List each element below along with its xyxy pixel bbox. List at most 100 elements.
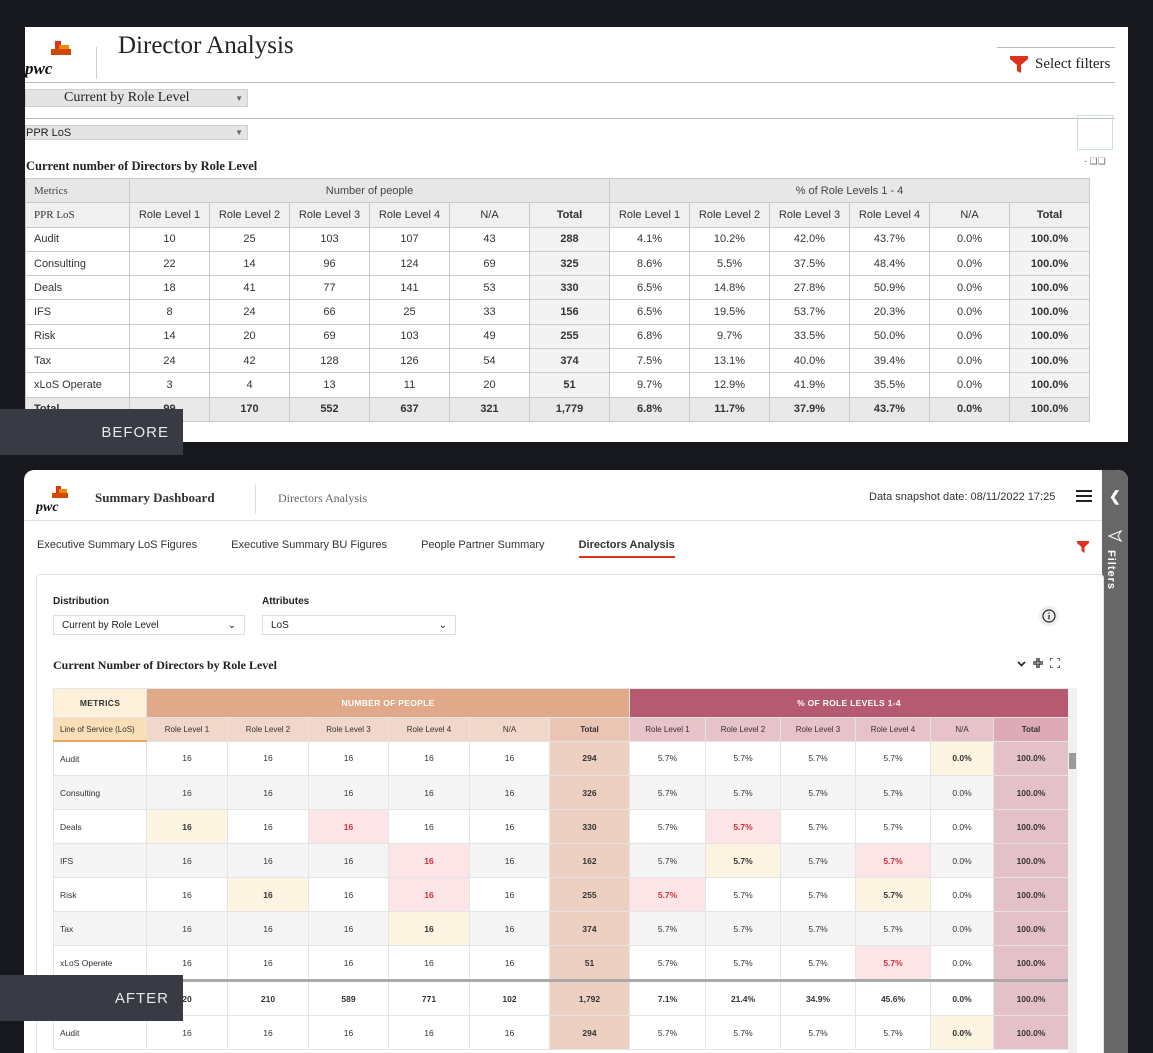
table-cell: 124 [369,250,450,277]
table-cell: 100.0% [1009,348,1090,374]
column-header: Role Level 3 [308,717,389,742]
filter-icon[interactable] [1077,541,1089,553]
table-cell: 16 [227,809,309,844]
table-scrollbar[interactable] [1068,688,1077,1053]
tab-exec-los[interactable]: Executive Summary LoS Figures [37,539,198,551]
column-header: N/A [469,717,550,742]
table-cell: 589 [308,979,389,1016]
tab-people-partner[interactable]: People Partner Summary [421,539,545,551]
table-cell: 374 [549,911,630,946]
table-cell: 330 [529,275,610,301]
table-cell: 5.7% [705,1015,781,1050]
panel-controls[interactable]: - ❑❑ [1084,156,1106,166]
before-panel: pwc Director Analysis Select filters Cur… [25,27,1128,442]
select-filters-label: Select filters [1035,55,1111,72]
table-cell: 40.0% [769,348,850,374]
table-row: Tax 16 16 16 16 16 374 5.7% 5.7% 5.7% 5.7% 0.0% 100.… [53,911,1069,946]
table-cell: 0.0% [929,348,1010,374]
table-cell: 45.6% [855,979,931,1016]
table-cell: 51 [549,945,630,981]
table-cell: 53.7% [769,299,850,325]
broken-image-icon [1077,115,1113,150]
table-cell: 5.7% [780,1015,856,1050]
table-cell: 16 [469,877,550,912]
distribution-dropdown[interactable]: Current by Role Level ⌄ [53,615,245,635]
table-cell: 43 [449,226,530,252]
scrollbar-thumb[interactable] [1069,753,1076,769]
table-cell: 9.7% [689,323,770,350]
column-header: Role Level 4 [855,717,931,742]
collapse-icon[interactable] [1033,658,1043,668]
table-cell: 24 [129,348,210,374]
filters-label: Filters [1105,550,1117,591]
header-rule [24,520,1102,521]
table-row: IFS 16 16 16 16 16 162 5.7% 5.7% 5.7% 5.7% 0.0% 100.… [53,843,1069,878]
table-cell: 16 [388,1015,470,1050]
los-select[interactable]: PPR LoS ▼ [25,125,248,140]
table-cell: 5.7% [855,843,931,878]
table-cell: 16 [308,843,389,878]
table-cell: 5.7% [705,877,781,912]
table-cell: 5.7% [855,877,931,912]
percent-header: % OF ROLE LEVELS 1-4 [629,688,1069,718]
table-cell: 0.0% [930,809,994,844]
tab-bar: Executive Summary LoS Figures Executive … [37,539,709,558]
table-cell: 0.0% [930,775,994,810]
table-cell: 16 [388,809,470,844]
attributes-dropdown[interactable]: LoS ⌄ [262,615,456,635]
table-cell: 0.0% [930,740,994,776]
fullscreen-icon[interactable] [1050,658,1060,668]
chevron-down-icon[interactable] [1017,659,1026,668]
table-cell: 5.7% [855,775,931,810]
table-cell: 16 [227,877,309,912]
table-cell: 16 [388,740,470,776]
attributes-label: Attributes [262,596,310,607]
tab-exec-bu[interactable]: Executive Summary BU Figures [231,539,388,551]
tab-directors-analysis[interactable]: Directors Analysis [578,539,675,558]
table-cell: 33 [449,299,530,325]
app-title[interactable]: Summary Dashboard [95,490,215,505]
select-filters-button[interactable]: Select filters [1009,54,1110,74]
distribution-select[interactable]: Current by Role Level ▼ [25,89,248,107]
table-cell: 16 [469,809,550,844]
table-cell: 100.0% [1009,372,1090,398]
table-cell: 100.0% [993,1015,1069,1050]
column-header: Total [993,717,1069,742]
collapse-chevron-icon[interactable]: ❮ [1109,488,1121,504]
table-cell: 20.3% [849,299,930,325]
table-cell: 100.0% [1009,226,1090,252]
table-cell: 294 [549,1015,630,1050]
table-cell: 5.7% [705,809,781,844]
info-icon[interactable] [1039,606,1059,626]
table-cell: 6.5% [609,299,690,325]
table-cell: 16 [308,809,389,844]
table-cell: 5.7% [629,843,706,878]
table-cell: 51 [529,372,610,398]
table-cell: 3 [129,372,210,398]
table-cell: 16 [388,911,470,946]
column-header: Role Level 1 [129,202,210,228]
table-row: Consulting 16 16 16 16 16 326 5.7% 5.7% 5.7% 5.7% 0… [53,775,1069,810]
column-header: Role Level 3 [289,202,370,228]
after-tag: AFTER [0,975,183,1021]
filters-sidebar[interactable]: ❮ Filters [1102,470,1128,1053]
table-cell: 10.2% [689,226,770,252]
table-cell: 66 [289,299,370,325]
table-cell: 103 [369,323,450,350]
percent-header: % of Role Levels 1 - 4 [609,177,1090,204]
table-cell: 16 [227,911,309,946]
row-label: Risk [25,323,130,350]
table-cell: 100.0% [1009,275,1090,301]
table-cell: 0.0% [929,275,1010,301]
table-cell: 0.0% [929,396,1010,422]
table-cell: 16 [388,843,470,878]
table-cell: 325 [529,250,610,277]
table-cell: 16 [469,740,550,776]
column-header: Role Level 2 [227,717,309,742]
hamburger-menu-icon[interactable] [1076,490,1092,502]
table-cell: 0.0% [929,299,1010,325]
number-of-people-header: NUMBER OF PEOPLE [146,688,630,718]
table-cell: 16 [308,877,389,912]
table-cell: 34.9% [780,979,856,1016]
table-cell: 16 [388,877,470,912]
